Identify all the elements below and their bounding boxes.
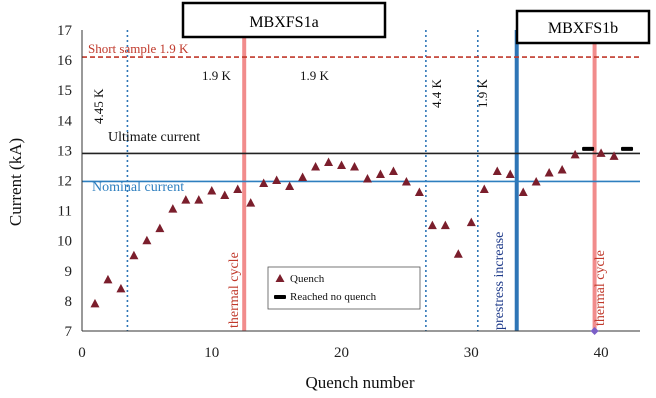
quench-point (440, 220, 450, 230)
quench-point (272, 175, 282, 184)
temp-label-1-9k-a: 1.9 K (202, 68, 232, 83)
quench-point (311, 161, 321, 171)
mbxfs1b-box (515, 9, 651, 45)
prestress-increase-label: prestress increase (492, 232, 507, 330)
quench-point (90, 298, 100, 308)
quench-point (492, 166, 502, 175)
quench-point (285, 181, 295, 191)
quench-point (207, 186, 217, 195)
y-tick-label: 12 (57, 174, 72, 190)
y-tick-label: 14 (57, 113, 73, 129)
y-tick-label: 8 (65, 294, 73, 310)
extra-point-marker (590, 327, 599, 335)
y-tick-label: 11 (58, 204, 72, 220)
temp-label-4-45k: 4.45 K (91, 88, 106, 124)
y-tick-labels: 7 8 9 10 11 12 13 14 15 16 17 (57, 23, 73, 340)
quench-point (103, 274, 113, 284)
y-tick-label: 17 (57, 23, 73, 39)
quench-point (350, 161, 360, 171)
nominal-current-label: Nominal current (92, 180, 184, 195)
legend-label-quench: Quench (290, 273, 325, 285)
data-points (90, 146, 634, 335)
quench-point (596, 148, 606, 157)
y-tick-label: 10 (57, 234, 72, 250)
quench-point (375, 169, 385, 178)
temp-label-4-4k: 4.4 K (429, 79, 444, 109)
thermal-cycle-label-2: thermal cycle (593, 250, 608, 326)
y-tick-label: 9 (65, 264, 73, 280)
quench-point (155, 223, 165, 233)
short-sample-label: Short sample 1.9 K (88, 41, 189, 56)
quench-point (570, 149, 580, 159)
mbxfs1a-label: MBXFS1a (249, 14, 318, 31)
x-tick-label: 10 (204, 345, 219, 361)
legend-label-no-quench: Reached no quench (290, 291, 377, 303)
thermal-cycle-label-1: thermal cycle (227, 252, 242, 328)
quench-point (194, 195, 204, 204)
quench-point (116, 283, 126, 293)
quench-point (466, 217, 476, 227)
quench-point (181, 195, 191, 204)
quench-point (324, 157, 334, 166)
y-tick-label: 7 (65, 324, 73, 340)
temp-label-1-9k-c: 1.9 K (475, 79, 490, 109)
x-tick-label: 40 (594, 345, 609, 361)
quench-point (298, 172, 308, 181)
quench-point (544, 167, 554, 177)
quench-point (142, 235, 152, 245)
quench-point (259, 178, 269, 188)
mbxfs1b-label: MBXFS1b (548, 20, 618, 37)
quench-point (220, 190, 230, 200)
x-axis-title: Quench number (305, 373, 414, 392)
quench-point (337, 160, 347, 169)
x-tick-label: 20 (334, 345, 349, 361)
vertical-lines (126, 30, 597, 331)
y-tick-label: 15 (57, 83, 72, 99)
quench-point (453, 249, 463, 258)
y-tick-label: 16 (57, 53, 73, 69)
quench-point (129, 250, 139, 260)
x-tick-label: 0 (78, 345, 86, 361)
x-tick-label: 30 (464, 345, 479, 361)
quench-point (531, 177, 541, 186)
quench-point (505, 169, 515, 178)
quench-point (362, 173, 372, 183)
quench-point (401, 177, 411, 186)
y-tick-label: 13 (57, 143, 72, 159)
quench-point (479, 184, 489, 194)
y-axis-title: Current (kA) (6, 138, 25, 226)
no-quench-marker (621, 146, 634, 151)
x-tick-labels: 0 10 20 30 40 (78, 345, 608, 361)
quench-point (246, 198, 256, 207)
legend-triangle-icon (275, 274, 285, 282)
quench-point (388, 166, 398, 175)
quench-point (414, 187, 424, 197)
legend-dash-icon (274, 295, 286, 299)
quench-point (427, 220, 437, 230)
temp-label-1-9k-b: 1.9 K (300, 68, 330, 83)
ultimate-current-label: Ultimate current (108, 130, 200, 145)
no-quench-marker (582, 146, 595, 151)
horizontal-lines (82, 56, 640, 183)
mbxfs1a-box (181, 1, 387, 39)
quench-point (557, 164, 567, 174)
quench-point (233, 184, 243, 194)
quench-point (168, 204, 178, 213)
legend-box (267, 266, 421, 310)
quench-point (609, 151, 619, 160)
quench-point (518, 187, 528, 197)
